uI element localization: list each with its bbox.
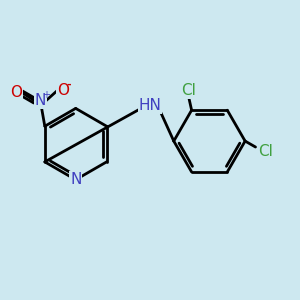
Text: +: + xyxy=(42,90,50,100)
Text: N: N xyxy=(70,172,81,187)
Text: Cl: Cl xyxy=(259,144,273,159)
Text: HN: HN xyxy=(139,98,161,113)
Text: Cl: Cl xyxy=(181,83,196,98)
Text: N: N xyxy=(35,94,46,109)
Text: -: - xyxy=(67,80,71,90)
Text: O: O xyxy=(11,85,22,100)
Text: O: O xyxy=(57,83,69,98)
